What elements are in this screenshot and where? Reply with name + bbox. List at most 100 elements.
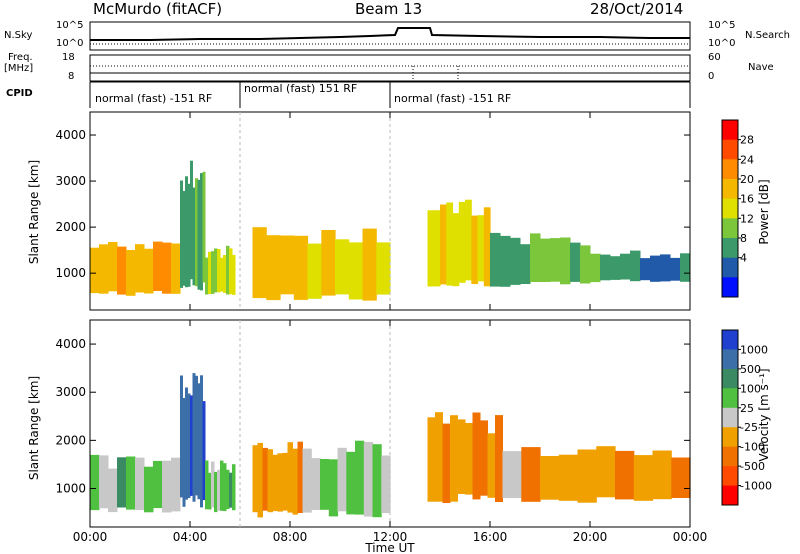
- colorbar-swatch: [722, 330, 738, 350]
- data-cell: [117, 246, 127, 295]
- data-cell: [223, 255, 227, 293]
- data-cell: [550, 238, 561, 282]
- colorbar-swatch: [722, 427, 738, 448]
- data-cell: [362, 228, 377, 301]
- data-cell: [307, 243, 322, 299]
- data-cell: [287, 442, 293, 513]
- colorbar-tick-label: -100: [740, 441, 765, 454]
- data-cell: [211, 251, 215, 294]
- data-cell: [108, 242, 118, 292]
- freq-label-line1: Freq.: [8, 52, 33, 63]
- data-cell: [266, 235, 281, 301]
- colorbar-swatch: [722, 139, 738, 160]
- colorbar-swatch: [722, 257, 738, 278]
- data-cell: [162, 242, 172, 294]
- power-ylabel: Slant Range [km]: [27, 160, 41, 264]
- data-cell: [540, 238, 551, 282]
- data-cell: [205, 257, 209, 295]
- data-cell: [560, 237, 571, 285]
- data-cell: [633, 455, 654, 501]
- data-cell: [477, 215, 485, 282]
- data-cell: [442, 423, 451, 503]
- data-cell: [465, 199, 472, 281]
- x-tick-label: 08:00: [273, 530, 308, 544]
- data-cell: [223, 463, 227, 512]
- data-cell: [570, 242, 581, 282]
- data-cell: [280, 235, 295, 295]
- data-cell: [615, 450, 635, 500]
- y-tick-label: 3000: [55, 385, 86, 399]
- data-cell: [267, 449, 273, 513]
- nsky-tick-bottom: 10^0: [56, 38, 84, 49]
- data-cell: [197, 179, 201, 290]
- data-cell: [182, 398, 186, 507]
- data-cell: [446, 202, 454, 286]
- data-cell: [252, 445, 258, 513]
- data-cell: [277, 453, 283, 512]
- data-cell: [297, 441, 303, 513]
- data-cell: [126, 456, 136, 510]
- data-cell: [670, 257, 681, 281]
- y-tick-label: 1000: [55, 266, 86, 280]
- data-cell: [610, 256, 621, 280]
- colorbar-tick-label: 20: [740, 173, 754, 186]
- date-title: 28/Oct/2014: [590, 0, 684, 18]
- data-cell: [483, 207, 491, 287]
- data-cell: [226, 469, 230, 509]
- data-cell: [558, 454, 579, 501]
- data-cell: [117, 457, 127, 508]
- data-cell: [192, 187, 196, 286]
- data-cell: [214, 248, 218, 293]
- data-cell: [90, 454, 100, 511]
- data-cell: [596, 446, 616, 498]
- data-cell: [185, 176, 188, 288]
- colorbar-tick-label: 1000: [740, 343, 768, 356]
- x-tick-label: 04:00: [173, 530, 208, 544]
- data-cell: [381, 455, 391, 514]
- data-cell: [500, 235, 511, 287]
- power-colorbar: 28 24 20 16 12 8 4: [721, 119, 754, 298]
- cpid-label: CPID: [6, 88, 33, 99]
- colorbar-frame: [721, 329, 739, 506]
- data-cell: [171, 457, 181, 512]
- colorbar-swatch: [722, 277, 738, 298]
- data-cell: [502, 451, 522, 499]
- data-cell: [427, 210, 435, 287]
- data-cell: [510, 237, 521, 285]
- colorbar-swatch: [722, 407, 738, 428]
- data-cell: [660, 254, 671, 282]
- colorbar-tick-label: 500: [740, 363, 761, 376]
- data-cell: [520, 244, 531, 284]
- data-cell: [328, 459, 339, 517]
- x-tick-label: 00:00: [73, 530, 108, 544]
- freq-tick-bottom: 8: [68, 71, 75, 82]
- data-cell: [435, 412, 443, 502]
- colorbar-tick-label: -1000: [740, 480, 772, 493]
- nave-label: Nave: [748, 62, 774, 73]
- data-cell: [433, 210, 441, 287]
- x-axis-label: Time UT: [364, 541, 415, 554]
- power-panel: 1000 2000 3000 4000: [55, 111, 691, 311]
- beam-title: Beam 13: [355, 0, 423, 18]
- data-cell: [205, 460, 209, 510]
- data-cell: [202, 171, 206, 283]
- data-cell: [363, 441, 374, 517]
- data-cell: [200, 375, 203, 508]
- colorbar-swatch: [722, 485, 738, 506]
- data-cell: [292, 448, 298, 515]
- data-cell: [652, 450, 672, 500]
- colorbar-tick-label: 24: [740, 153, 754, 166]
- data-cell: [220, 460, 224, 511]
- radar-title: McMurdo (fitACF): [93, 0, 223, 18]
- data-cell: [180, 375, 183, 498]
- velocity-colorbar-title: Velocity [m s⁻¹]: [757, 368, 771, 461]
- data-cell: [229, 472, 233, 508]
- colorbar-tick-label: 28: [740, 134, 754, 147]
- data-cell: [211, 461, 215, 508]
- colorbar-swatch: [722, 446, 738, 467]
- data-cell: [671, 457, 691, 498]
- y-tick-label: 2000: [55, 220, 86, 234]
- data-cell: [192, 373, 196, 502]
- data-cell: [226, 245, 230, 295]
